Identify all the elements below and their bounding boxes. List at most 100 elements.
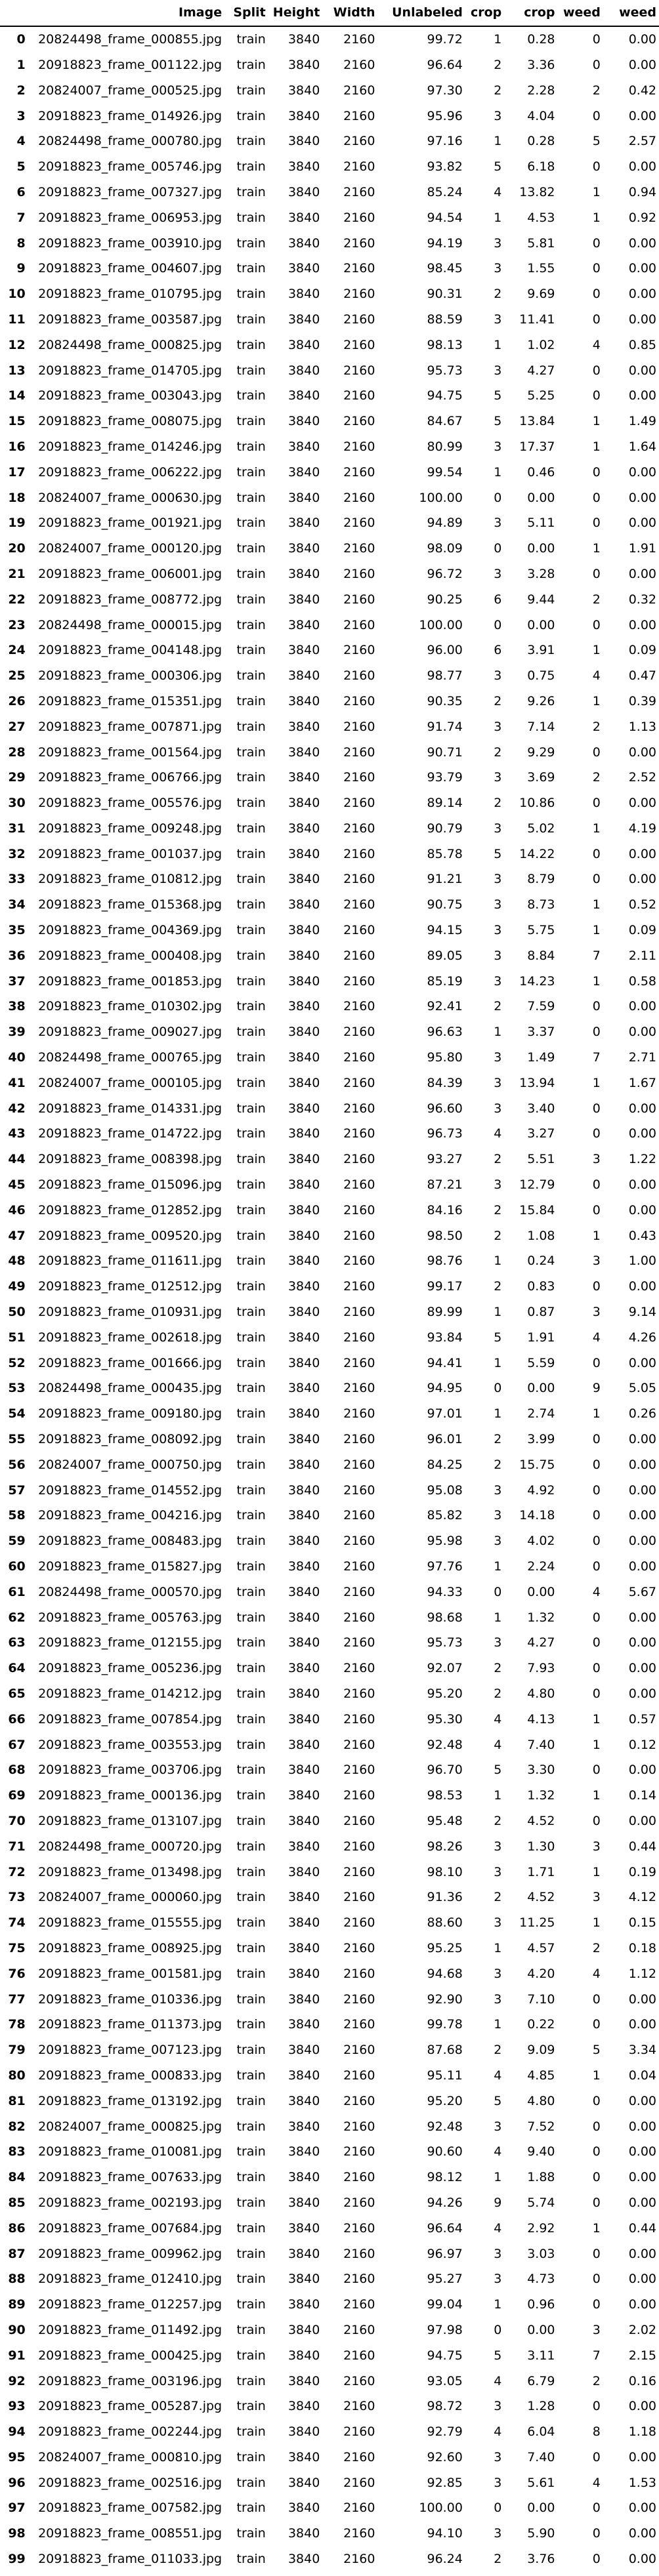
cell-weed-pct: 0.00: [628, 745, 656, 760]
cell-split: train: [236, 745, 266, 760]
cell-weed-pct: 0.00: [628, 2093, 656, 2108]
cell-weed-count: 3: [592, 1152, 601, 1167]
cell-crop-pct: 5.81: [527, 235, 555, 251]
header-crop-count: crop: [465, 0, 505, 27]
cell-crop-pct: 0.00: [527, 2322, 555, 2337]
cell-weed-pct: 0.00: [628, 1813, 656, 1828]
cell-split: train: [236, 388, 266, 403]
row-index: 95: [8, 2449, 26, 2464]
table-row: 95 20824007_frame_000810.jpg train 3840 2160…: [0, 2445, 659, 2470]
cell-weed-count: 0: [592, 2552, 601, 2567]
cell-split: train: [236, 1686, 266, 1701]
table-row: 54 20918823_frame_009180.jpg train 3840 2160…: [0, 1401, 659, 1427]
table-row: 50 20918823_frame_010931.jpg train 3840 2160…: [0, 1299, 659, 1325]
cell-crop-pct: 10.86: [519, 796, 555, 811]
cell-crop-count: 3: [494, 1482, 502, 1498]
cell-width: 2160: [343, 2043, 375, 2058]
table-row: 68 20918823_frame_003706.jpg train 3840 2160…: [0, 1757, 659, 1783]
cell-unlabeled: 94.41: [427, 1355, 463, 1370]
cell-crop-count: 3: [494, 770, 502, 785]
cell-weed-count: 0: [592, 1610, 601, 1625]
table-row: 71 20824498_frame_000720.jpg train 3840 2160…: [0, 1833, 659, 1859]
cell-height: 3840: [287, 1202, 320, 1217]
cell-split: train: [236, 693, 266, 708]
cell-crop-count: 1: [494, 2297, 502, 2312]
row-index: 93: [8, 2399, 26, 2414]
row-index: 26: [8, 693, 26, 708]
cell-width: 2160: [343, 464, 375, 480]
row-index: 61: [8, 1584, 26, 1599]
row-index: 96: [8, 2475, 26, 2490]
cell-width: 2160: [343, 846, 375, 861]
cell-width: 2160: [343, 1279, 375, 1294]
cell-unlabeled: 98.09: [427, 541, 463, 556]
cell-image: 20918823_frame_006766.jpg: [38, 770, 223, 785]
cell-crop-count: 4: [494, 2220, 502, 2236]
cell-unlabeled: 91.21: [427, 872, 463, 887]
cell-weed-pct: 0.00: [628, 32, 656, 47]
cell-image: 20918823_frame_004148.jpg: [38, 643, 223, 658]
cell-crop-pct: 0.00: [527, 617, 555, 632]
cell-weed-pct: 0.09: [628, 923, 656, 938]
cell-width: 2160: [343, 668, 375, 684]
cell-weed-count: 0: [592, 1126, 601, 1141]
cell-width: 2160: [343, 973, 375, 989]
table-row: 41 20824007_frame_000105.jpg train 3840 2160…: [0, 1070, 659, 1095]
cell-split: train: [236, 668, 266, 684]
cell-split: train: [236, 973, 266, 989]
table-row: 58 20918823_frame_004216.jpg train 3840 2160…: [0, 1503, 659, 1528]
cell-weed-count: 2: [592, 83, 601, 98]
cell-unlabeled: 90.25: [427, 592, 463, 607]
row-index: 22: [8, 592, 26, 607]
table-row: 31 20918823_frame_009248.jpg train 3840 2160…: [0, 816, 659, 842]
row-index: 60: [8, 1559, 26, 1574]
cell-width: 2160: [343, 2170, 375, 2185]
cell-image: 20918823_frame_014552.jpg: [38, 1482, 223, 1498]
cell-unlabeled: 93.27: [427, 1152, 463, 1167]
cell-height: 3840: [287, 32, 320, 47]
cell-weed-pct: 0.00: [628, 57, 656, 72]
cell-crop-pct: 0.96: [527, 2297, 555, 2312]
row-index: 97: [8, 2501, 26, 2516]
cell-split: train: [236, 159, 266, 174]
cell-split: train: [236, 1177, 266, 1193]
row-index: 27: [8, 719, 26, 734]
cell-image: 20918823_frame_014212.jpg: [38, 1686, 223, 1701]
cell-unlabeled: 93.05: [427, 2373, 463, 2388]
table-row: 61 20824498_frame_000570.jpg train 3840 2160…: [0, 1579, 659, 1605]
cell-weed-count: 0: [592, 363, 601, 378]
cell-width: 2160: [343, 948, 375, 963]
cell-weed-count: 0: [592, 2272, 601, 2287]
cell-split: train: [236, 32, 266, 47]
table-row: 98 20918823_frame_008551.jpg train 3840 2160…: [0, 2521, 659, 2546]
cell-width: 2160: [343, 1177, 375, 1193]
header-index: [0, 0, 28, 27]
cell-weed-count: 2: [592, 1940, 601, 1955]
cell-width: 2160: [343, 235, 375, 251]
cell-split: train: [236, 872, 266, 887]
cell-crop-pct: 1.71: [527, 1864, 555, 1879]
cell-unlabeled: 94.95: [427, 1381, 463, 1396]
cell-weed-pct: 0.00: [628, 2272, 656, 2287]
cell-crop-pct: 4.13: [527, 1711, 555, 1727]
cell-crop-pct: 1.55: [527, 261, 555, 276]
cell-crop-count: 4: [494, 1126, 502, 1141]
cell-unlabeled: 93.84: [427, 1330, 463, 1345]
cell-width: 2160: [343, 312, 375, 327]
cell-unlabeled: 94.15: [427, 923, 463, 938]
cell-weed-pct: 0.00: [628, 872, 656, 887]
cell-image: 20918823_frame_008398.jpg: [38, 1152, 223, 1167]
cell-width: 2160: [343, 108, 375, 123]
cell-weed-pct: 1.12: [628, 1966, 656, 1981]
cell-height: 3840: [287, 1457, 320, 1472]
cell-crop-count: 1: [494, 1610, 502, 1625]
cell-weed-pct: 0.00: [628, 2501, 656, 2516]
cell-crop-pct: 3.36: [527, 57, 555, 72]
cell-crop-pct: 8.79: [527, 872, 555, 887]
table-row: 92 20918823_frame_003196.jpg train 3840 2160…: [0, 2368, 659, 2394]
cell-weed-count: 0: [592, 2144, 601, 2159]
cell-crop-pct: 3.69: [527, 770, 555, 785]
cell-crop-pct: 2.28: [527, 83, 555, 98]
cell-image: 20918823_frame_004216.jpg: [38, 1508, 223, 1523]
cell-crop-count: 3: [494, 1534, 502, 1549]
